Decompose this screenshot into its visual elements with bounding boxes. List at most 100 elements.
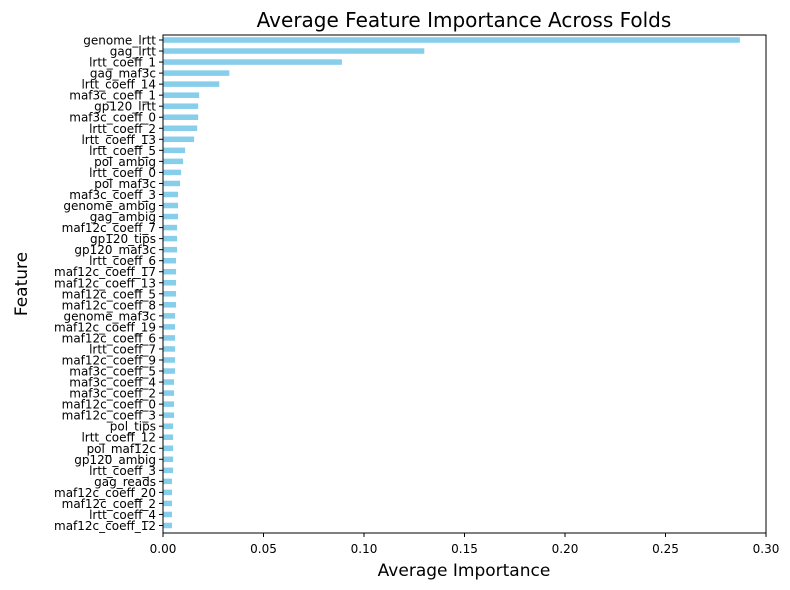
bar-gag_ambig	[163, 213, 179, 220]
y-tick-label: maf12c_coeff_2	[62, 497, 156, 511]
y-axis-title: Feature	[12, 252, 32, 316]
y-tick-label: lrtt_coeff_14	[81, 78, 156, 92]
bar-maf12c_coeff_9	[163, 357, 176, 363]
y-tick-label: genome_maf3c	[63, 309, 156, 323]
x-tick-label: 0.00	[150, 542, 177, 556]
y-tick-label: gag_lrtt	[110, 45, 157, 59]
bar-maf12c_coeff_0	[163, 401, 175, 407]
y-tick-label: maf12c_coeff_13	[54, 276, 156, 290]
y-tick-label: lrtt_coeff_5	[89, 144, 156, 158]
bar-lrtt_coeff_14	[163, 81, 220, 87]
y-tick-label: gp120_ambig	[74, 453, 156, 467]
y-tick-label: maf12c_coeff_12	[54, 519, 156, 533]
y-tick-label: maf12c_coeff_17	[54, 265, 156, 279]
y-tick-label: lrtt_coeff_7	[89, 342, 156, 356]
bar-maf3c_coeff_0	[163, 114, 199, 120]
bar-genome_ambig	[163, 202, 179, 209]
y-tick-label: maf12c_coeff_7	[62, 221, 156, 235]
bar-pol_tips	[163, 423, 174, 429]
x-tick-label: 0.05	[250, 542, 277, 556]
y-tick-label: maf12c_coeff_20	[54, 486, 156, 500]
bar-lrtt_coeff_6	[163, 257, 177, 264]
bar-lrtt_coeff_7	[163, 346, 176, 352]
y-tick-label: lrtt_coeff_4	[89, 508, 156, 522]
bar-lrtt_coeff_5	[163, 147, 186, 154]
bar-lrtt_coeff_12	[163, 434, 174, 440]
y-tick-label: gag_reads	[94, 475, 156, 489]
y-tick-label: gag_maf3c	[90, 67, 156, 81]
x-axis-title: Average Importance	[378, 561, 551, 581]
bar-genome_lrtt	[163, 37, 740, 43]
bar-maf3c_coeff_4	[163, 379, 175, 385]
y-tick-label: pol_maf3c	[94, 177, 156, 191]
bar-gag_maf3c	[163, 70, 230, 76]
bar-maf12c_coeff_17	[163, 268, 177, 275]
bar-maf12c_coeff_3	[163, 412, 175, 418]
bar-maf12c_coeff_19	[163, 324, 176, 330]
y-tick-label: gp120_tips	[90, 232, 156, 246]
x-tick-label: 0.15	[451, 542, 478, 556]
plot-frame	[162, 34, 767, 534]
bar-maf12c_coeff_2	[163, 500, 173, 507]
bar-gp120_tips	[163, 235, 178, 242]
x-tick-label: 0.20	[552, 542, 579, 556]
bar-pol_maf3c	[163, 180, 181, 187]
y-tick-label: maf12c_coeff_5	[62, 287, 156, 301]
y-tick-label: lrtt_coeff_2	[89, 122, 156, 136]
bar-maf3c_coeff_2	[163, 390, 175, 396]
bar-maf12c_coeff_20	[163, 489, 173, 496]
x-tick-label: 0.30	[753, 542, 780, 556]
bar-lrtt_coeff_4	[163, 511, 173, 518]
bar-maf12c_coeff_13	[163, 279, 177, 286]
bar-maf3c_coeff_3	[163, 191, 179, 198]
bar-lrtt_coeff_1	[163, 59, 342, 65]
bar-pol_maf12c	[163, 445, 174, 452]
y-tick-label: gp120_lrtt	[94, 100, 156, 114]
bar-maf12c_coeff_8	[163, 302, 177, 308]
y-tick-label: maf3c_coeff_3	[69, 188, 156, 202]
bar-group	[163, 37, 740, 529]
y-tick-label: gag_ambig	[90, 210, 156, 224]
bar-maf12c_coeff_7	[163, 224, 178, 231]
bar-maf12c_coeff_5	[163, 291, 177, 297]
bar-lrtt_coeff_0	[163, 169, 182, 176]
x-axis-ticks: 0.00 0.05 0.10 0.15 0.20 0.25 0.30	[150, 533, 780, 556]
y-tick-label: pol_maf12c	[87, 442, 156, 456]
chart-title: Average Feature Importance Across Folds	[257, 8, 672, 32]
y-tick-label: lrtt_coeff_12	[81, 431, 156, 445]
x-tick-label: 0.25	[652, 542, 679, 556]
bar-gag_reads	[163, 478, 173, 485]
bar-gp120_maf3c	[163, 246, 178, 253]
bar-lrtt_coeff_13	[163, 136, 195, 143]
y-tick-label: genome_lrtt	[83, 34, 156, 48]
bar-maf12c_coeff_6	[163, 335, 176, 341]
bar-gag_lrtt	[163, 48, 425, 54]
bar-pol_ambig	[163, 158, 184, 165]
bar-genome_maf3c	[163, 313, 176, 319]
x-tick-label: 0.10	[351, 542, 378, 556]
bar-maf12c_coeff_12	[163, 522, 173, 529]
bar-maf3c_coeff_5	[163, 368, 176, 374]
y-tick-label: maf12c_coeff_19	[54, 320, 156, 334]
y-tick-label: lrtt_coeff_3	[89, 464, 156, 478]
y-tick-label: maf12c_coeff_6	[62, 331, 156, 345]
y-tick-label: lrtt_coeff_6	[89, 254, 156, 268]
bar-lrtt_coeff_3	[163, 467, 174, 474]
y-tick-label: maf12c_coeff_3	[62, 409, 156, 423]
y-tick-label: maf12c_coeff_8	[62, 298, 156, 312]
y-tick-label: maf3c_coeff_0	[69, 111, 156, 125]
bar-lrtt_coeff_2	[163, 125, 198, 132]
y-tick-label: lrtt_coeff_1	[89, 56, 156, 70]
y-tick-label: maf3c_coeff_5	[69, 365, 156, 379]
y-tick-label: gp120_maf3c	[74, 243, 156, 257]
y-axis-ticks: genome_lrttgag_lrttlrtt_coeff_1gag_maf3c…	[54, 34, 163, 533]
y-tick-label: maf3c_coeff_4	[69, 376, 156, 390]
y-tick-label: lrtt_coeff_0	[89, 166, 156, 180]
y-tick-label: maf12c_coeff_0	[62, 398, 156, 412]
y-tick-label: maf12c_coeff_9	[62, 353, 156, 367]
y-tick-label: pol_tips	[110, 420, 156, 434]
y-tick-label: lrtt_coeff_13	[81, 133, 156, 147]
bar-maf3c_coeff_1	[163, 92, 200, 98]
